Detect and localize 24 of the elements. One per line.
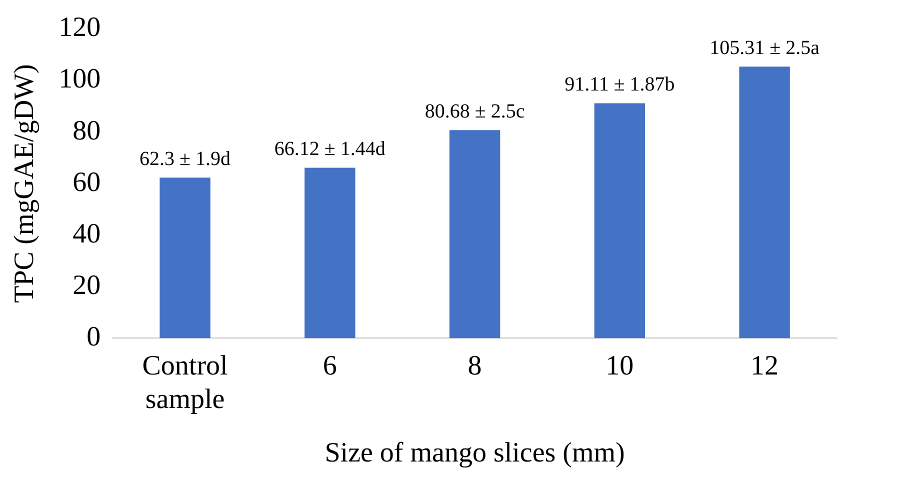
x-tick-label: 8 (468, 350, 482, 382)
data-label: 66.12 ± 1.44d (274, 138, 386, 160)
x-axis-title: Size of mango slices (mm) (324, 438, 625, 469)
x-tick-label: 12 (750, 350, 779, 382)
data-label: 91.11 ± 1.87b (564, 74, 675, 96)
x-tick-label: 10 (606, 350, 634, 382)
y-tick-label: 100 (58, 64, 101, 95)
data-label: 80.68 ± 2.5c (424, 100, 525, 122)
y-tick-label: 80 (72, 115, 101, 146)
bar (160, 178, 210, 338)
bar (304, 168, 356, 338)
y-axis-title: TPC (mgGAE/gDW) (9, 64, 40, 303)
x-tick-label: Control sample (142, 350, 228, 415)
y-tick-label: 20 (72, 270, 101, 301)
y-tick-label: 60 (72, 166, 101, 198)
data-label: 105.31 ± 2.5a (710, 36, 820, 59)
bar (449, 130, 500, 338)
data-label: 62.3 ± 1.9d (140, 148, 231, 170)
y-tick-label: 120 (58, 12, 101, 44)
y-tick-label: 40 (72, 218, 101, 250)
x-tick-label: 6 (322, 350, 337, 382)
bar (594, 103, 646, 338)
bar (739, 66, 790, 338)
y-tick-label: 0 (86, 322, 101, 353)
